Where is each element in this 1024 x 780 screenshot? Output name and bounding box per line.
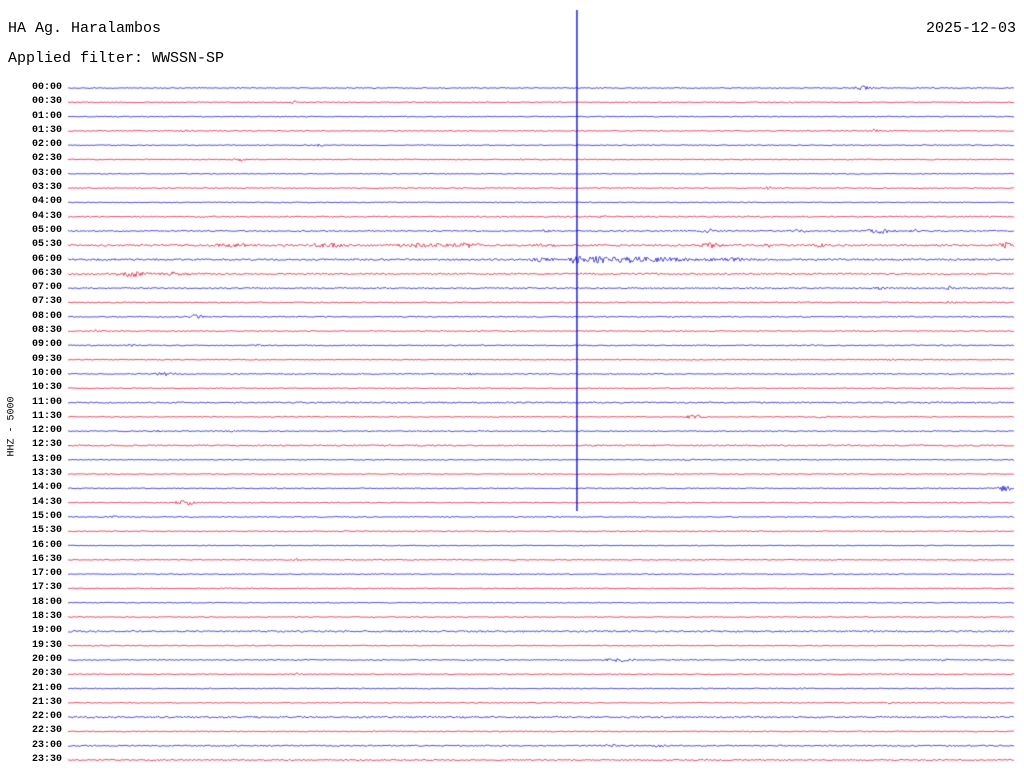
time-label: 10:30	[31, 382, 62, 394]
time-label: 10:00	[31, 367, 62, 379]
time-label: 22:00	[31, 711, 62, 723]
channel-scale-label: HHZ - 5000	[6, 396, 18, 457]
time-label: 23:00	[31, 739, 62, 751]
date-label: 2025-12-03	[925, 20, 1016, 37]
time-label: 15:30	[31, 525, 62, 537]
time-label: 15:00	[31, 510, 62, 522]
time-label: 04:30	[31, 210, 62, 222]
time-label: 14:30	[31, 496, 62, 508]
time-label: 02:00	[31, 139, 62, 151]
time-label: 03:00	[31, 167, 62, 179]
time-label: 09:30	[31, 353, 62, 365]
time-label: 23:30	[31, 754, 62, 765]
time-label: 14:00	[31, 482, 62, 494]
time-label: 19:00	[31, 625, 62, 637]
station-title: HA Ag. Haralambos	[8, 20, 162, 37]
time-label: 22:30	[31, 725, 62, 737]
time-label: 13:00	[31, 453, 62, 465]
time-label: 11:30	[31, 410, 62, 422]
time-label: 00:30	[31, 96, 62, 108]
time-label: 20:00	[31, 653, 62, 665]
time-label: 01:00	[31, 110, 62, 122]
time-label: 04:00	[31, 196, 62, 208]
time-axis: 00:00 00:30 01:00 01:30 02:00 02:30 03:00 03:30…	[0, 0, 64, 780]
filter-label: Applied filter: WWSSN-SP	[8, 50, 225, 67]
time-label: 00:00	[31, 82, 62, 93]
time-label: 01:30	[31, 124, 62, 136]
time-label: 08:30	[31, 325, 62, 337]
time-label: 11:00	[31, 396, 62, 408]
time-label: 19:30	[31, 639, 62, 651]
time-label: 16:30	[31, 553, 62, 565]
time-label: 03:30	[31, 182, 62, 194]
time-label: 12:00	[31, 425, 62, 437]
time-label: 06:30	[31, 267, 62, 279]
time-label: 17:30	[31, 582, 62, 594]
time-label: 20:30	[31, 668, 62, 680]
time-label: 18:00	[31, 596, 62, 608]
time-label: 16:00	[31, 539, 62, 551]
time-label: 12:30	[31, 439, 62, 451]
time-label: 09:00	[31, 339, 62, 351]
time-label: 08:00	[31, 310, 62, 322]
time-label: 06:00	[31, 253, 62, 265]
time-label: 05:30	[31, 239, 62, 251]
time-label: 17:00	[31, 568, 62, 580]
time-label: 21:30	[31, 696, 62, 708]
time-label: 02:30	[31, 153, 62, 165]
time-label: 07:00	[31, 282, 62, 294]
time-label: 05:00	[31, 224, 62, 236]
time-label: 18:30	[31, 611, 62, 623]
time-label: 07:30	[31, 296, 62, 308]
time-label: 13:30	[31, 468, 62, 480]
time-label: 21:00	[31, 682, 62, 694]
